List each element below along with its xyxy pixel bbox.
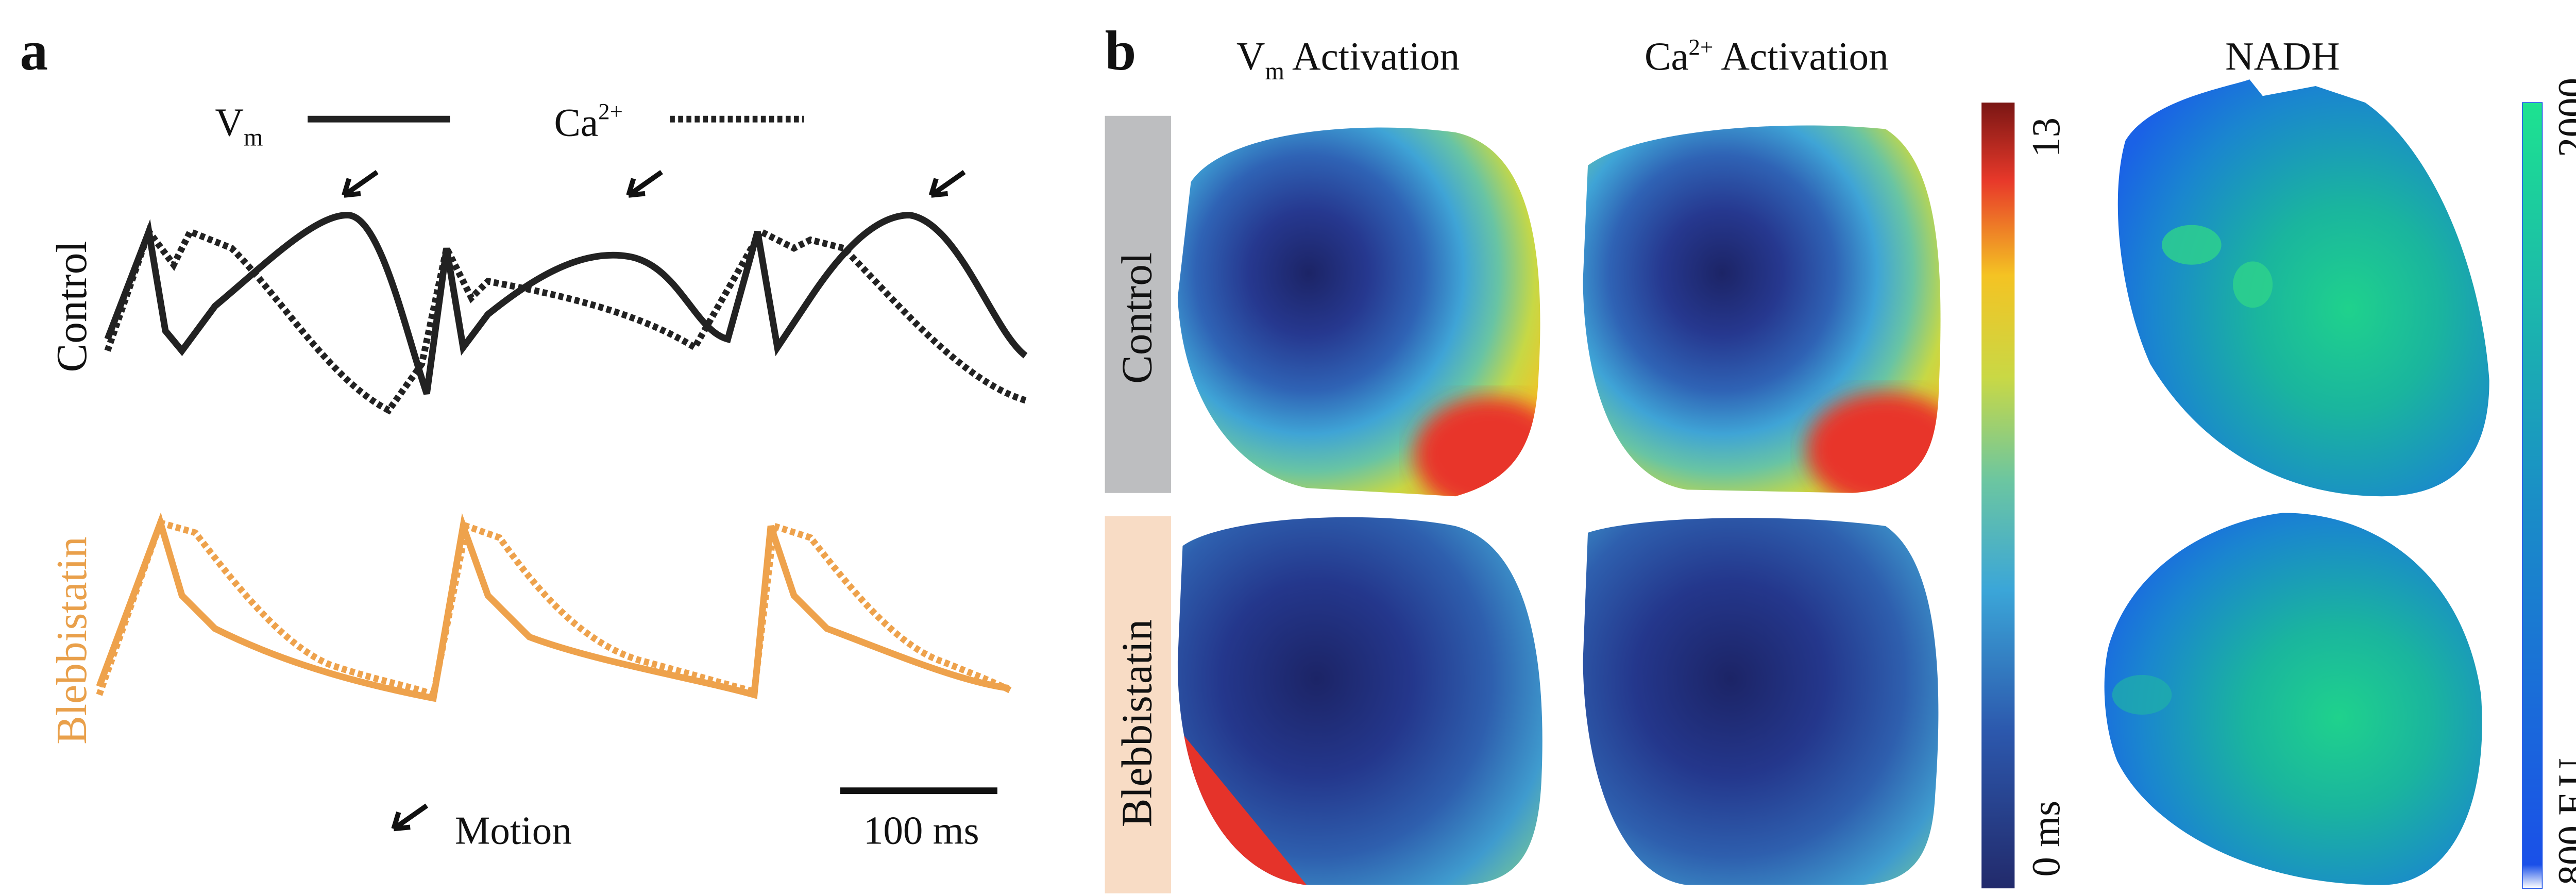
nadh-map-control [2117,79,2489,497]
text: m [244,124,263,151]
text: Activation [1284,34,1460,78]
text: Ca [554,100,599,144]
column-title: NADH [2225,34,2340,78]
ca-trace [96,518,1014,700]
row-label: Control [48,241,96,372]
colorbar [1981,103,2015,889]
legend-vm: Vm [215,100,263,151]
row-label: Blebbistatin [1113,619,1161,827]
colorbar-label: 800 F.U. [2550,748,2576,885]
ca-trace [104,225,1027,415]
text: Ca [1645,34,1689,78]
panel-label: b [1105,20,1137,82]
row-label: Control [1113,252,1161,384]
colorbar-label: 2000 [2550,78,2576,157]
scale-label: 100 ms [863,808,979,852]
text: 2+ [1689,34,1714,60]
text: Activation [1713,34,1888,78]
column-title: Ca2+ Activation [1645,34,1889,78]
nadh-map-bleb [2104,513,2482,885]
panel-label: a [20,20,48,82]
motion-arrows [342,170,966,832]
text: V [215,100,244,144]
vm-trace [104,212,1028,395]
legend-ca: Ca2+ [554,98,623,144]
text: m [1265,58,1284,85]
vm-map-control [1177,127,1540,497]
text: 2+ [598,98,623,124]
row-label: Blebbistatin [48,536,96,744]
colorbar-label: 0 ms [2024,801,2068,877]
ca-map-bleb [1583,518,1939,885]
colorbar [2522,102,2543,889]
row-box [1105,115,1172,493]
row-box [1105,516,1172,893]
colorbar-label: 13 [2024,117,2068,157]
vm-map-bleb [1177,517,1543,885]
ca-map-control [1583,125,1941,493]
vm-trace [96,512,1010,702]
text: V [1236,34,1265,78]
column-title: Vm Activation [1236,34,1460,85]
motion-label: Motion [455,808,572,852]
